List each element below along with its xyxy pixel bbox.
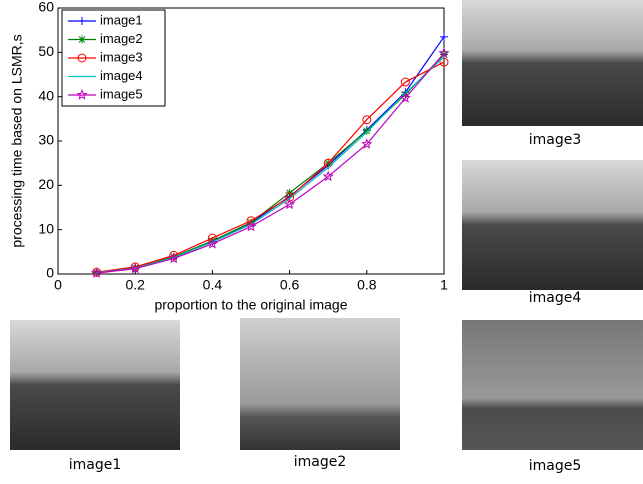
x-tick-label: 0.4 bbox=[203, 277, 223, 293]
caption: image2 bbox=[294, 454, 347, 470]
photo bbox=[462, 320, 643, 450]
y-tick-label: 0 bbox=[46, 265, 54, 281]
x-label: proportion to the original image bbox=[154, 297, 347, 313]
point-marker bbox=[207, 233, 217, 243]
x-tick-label: 0.8 bbox=[357, 277, 377, 293]
caption: image5 bbox=[529, 458, 582, 474]
legend-label: image1 bbox=[100, 12, 143, 27]
y-tick-label: 50 bbox=[38, 43, 54, 59]
legend-label: image3 bbox=[100, 49, 143, 64]
legend-label: image4 bbox=[100, 68, 143, 83]
y-label: processing time based on LSMR,s bbox=[9, 34, 25, 247]
point-marker bbox=[129, 262, 141, 274]
legend-label: image5 bbox=[100, 86, 143, 101]
point-marker bbox=[284, 198, 296, 210]
x-tick-label: 0 bbox=[54, 277, 62, 293]
caption: image3 bbox=[529, 132, 582, 148]
point-marker bbox=[208, 236, 217, 245]
point-marker bbox=[169, 252, 178, 261]
photo bbox=[462, 0, 643, 126]
legend-marker bbox=[76, 89, 88, 100]
point-marker bbox=[168, 252, 180, 264]
point-marker bbox=[322, 170, 334, 182]
photo bbox=[10, 320, 180, 450]
photos bbox=[10, 0, 643, 450]
photo bbox=[240, 318, 400, 450]
point-marker bbox=[438, 47, 450, 58]
point-marker bbox=[91, 267, 103, 278]
point-marker bbox=[206, 238, 218, 249]
photo bbox=[462, 160, 643, 290]
point-marker bbox=[440, 32, 448, 41]
y-tick-label: 60 bbox=[38, 0, 54, 15]
legend-marker bbox=[78, 17, 86, 25]
series-line bbox=[96, 52, 445, 274]
y-tick-label: 20 bbox=[38, 176, 54, 192]
series-line bbox=[96, 56, 445, 274]
point-marker bbox=[362, 126, 371, 135]
legend-label: image2 bbox=[100, 31, 143, 46]
series-line bbox=[96, 61, 445, 273]
point-marker bbox=[361, 138, 373, 149]
point-marker bbox=[245, 220, 257, 232]
x-tick-label: 0.2 bbox=[125, 277, 145, 293]
y-tick-label: 10 bbox=[38, 220, 54, 236]
point-marker bbox=[246, 216, 256, 226]
caption: image1 bbox=[69, 457, 122, 473]
legend-marker bbox=[78, 35, 86, 44]
point-marker bbox=[440, 50, 448, 59]
y-tick-label: 30 bbox=[38, 132, 54, 148]
caption: image4 bbox=[529, 290, 582, 306]
point-marker bbox=[400, 77, 410, 87]
y-tick-label: 40 bbox=[38, 87, 54, 103]
legend-marker bbox=[77, 53, 87, 63]
x-tick-label: 0.6 bbox=[280, 277, 300, 293]
x-tick-label: 1 bbox=[440, 277, 448, 293]
point-marker bbox=[362, 115, 372, 125]
point-marker bbox=[399, 92, 411, 103]
